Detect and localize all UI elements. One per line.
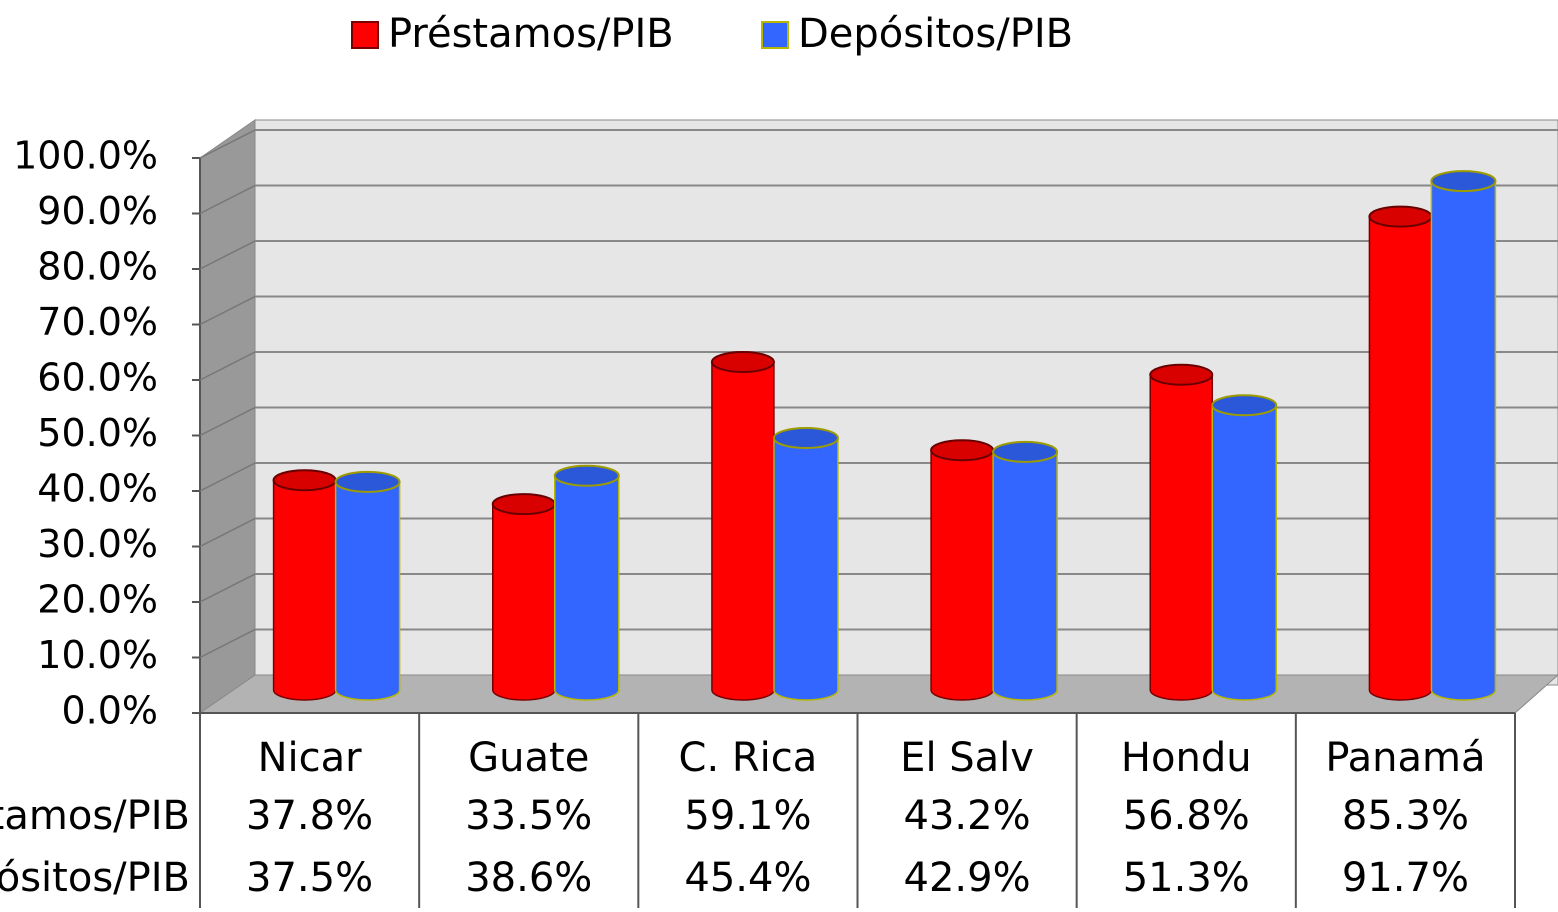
legend-label: Préstamos/PIB xyxy=(388,11,674,57)
grid-line-side xyxy=(199,406,256,437)
cylinder-top xyxy=(553,464,620,487)
cylinder xyxy=(1430,170,1497,701)
cylinder-top xyxy=(930,439,995,462)
table-value: 42.9% xyxy=(904,855,1031,901)
table-value: 33.5% xyxy=(465,793,592,839)
grid-line-side xyxy=(199,129,256,159)
back-wall xyxy=(254,119,1558,686)
table-value: 37.5% xyxy=(246,855,373,901)
cylinder xyxy=(553,464,620,701)
y-tick-label: 80.0% xyxy=(37,245,158,289)
cylinder-top xyxy=(272,469,337,492)
cylinder-body xyxy=(1211,404,1277,701)
legend-swatch xyxy=(351,21,379,49)
cylinder xyxy=(1149,363,1214,701)
cylinder-body xyxy=(272,479,337,701)
cylinder xyxy=(992,440,1059,701)
cylinder-body xyxy=(711,361,775,701)
grid-line-side xyxy=(199,628,256,659)
cylinder xyxy=(334,470,401,701)
y-tick-label: 0.0% xyxy=(61,689,158,733)
cylinder-top xyxy=(1430,170,1497,193)
table-value: 37.8% xyxy=(246,793,373,839)
cylinder xyxy=(930,439,995,701)
grid-line-side xyxy=(199,240,256,270)
cylinder-body xyxy=(1368,215,1433,701)
y-tick-label: 60.0% xyxy=(37,356,158,400)
y-tick-label: 70.0% xyxy=(37,300,158,344)
legend-swatch xyxy=(761,21,789,49)
cylinder-top xyxy=(1149,363,1214,386)
cylinder xyxy=(710,350,775,701)
grid-line-side xyxy=(199,351,256,381)
cylinder-top xyxy=(710,350,775,373)
table-row-label: Préstamos/PIB xyxy=(0,793,190,839)
cylinder xyxy=(272,469,337,701)
x-tick-label: El Salv xyxy=(900,735,1034,781)
y-tick-label: 20.0% xyxy=(37,578,158,622)
floor xyxy=(198,674,1558,714)
grid-line-side xyxy=(199,184,256,215)
table-value: 85.3% xyxy=(1342,793,1469,839)
grid-line-side xyxy=(199,295,256,326)
y-tick-label: 50.0% xyxy=(37,411,158,455)
table-value: 38.6% xyxy=(465,855,592,901)
x-tick-label: Nicar xyxy=(258,735,363,781)
cylinder-top xyxy=(491,493,556,516)
y-tick-label: 10.0% xyxy=(37,633,158,677)
grid-line-side xyxy=(199,462,256,492)
cylinder-top xyxy=(334,470,401,493)
table-value: 91.7% xyxy=(1342,855,1469,901)
cylinder-body xyxy=(334,481,401,701)
y-tick-label: 100.0% xyxy=(13,134,158,178)
cylinder-top xyxy=(772,427,839,450)
x-tick-label: C. Rica xyxy=(679,735,818,781)
cylinder-top xyxy=(1211,394,1278,417)
x-tick-label: Guate xyxy=(468,735,589,781)
cylinder-body xyxy=(492,503,556,701)
cylinder-body xyxy=(930,449,994,701)
cylinder-body xyxy=(1149,374,1213,701)
table-value: 51.3% xyxy=(1123,855,1250,901)
x-tick-label: Hondu xyxy=(1121,735,1252,781)
cylinder-top xyxy=(992,440,1059,463)
cylinder-body xyxy=(992,451,1058,701)
y-tick-label: 30.0% xyxy=(37,522,158,566)
table-value: 43.2% xyxy=(904,793,1031,839)
table-value: 59.1% xyxy=(684,793,811,839)
table-row-label: Depósitos/PIB xyxy=(0,855,190,901)
table-value: 56.8% xyxy=(1123,793,1250,839)
x-tick-label: Panamá xyxy=(1325,735,1485,781)
cylinder-body xyxy=(554,475,620,701)
cylinder xyxy=(1368,205,1433,701)
legend-label: Depósitos/PIB xyxy=(798,11,1073,57)
y-tick-label: 90.0% xyxy=(37,189,158,233)
cylinder-body xyxy=(1430,180,1497,701)
grid-line-side xyxy=(199,517,256,548)
y-tick-label: 40.0% xyxy=(37,467,158,511)
cylinder-body xyxy=(773,437,839,701)
cylinder xyxy=(1211,394,1278,701)
table-value: 45.4% xyxy=(684,855,811,901)
cylinder-top xyxy=(1368,205,1433,228)
cylinder xyxy=(772,427,839,701)
cylinder xyxy=(491,493,556,701)
grid-line-side xyxy=(199,573,256,603)
